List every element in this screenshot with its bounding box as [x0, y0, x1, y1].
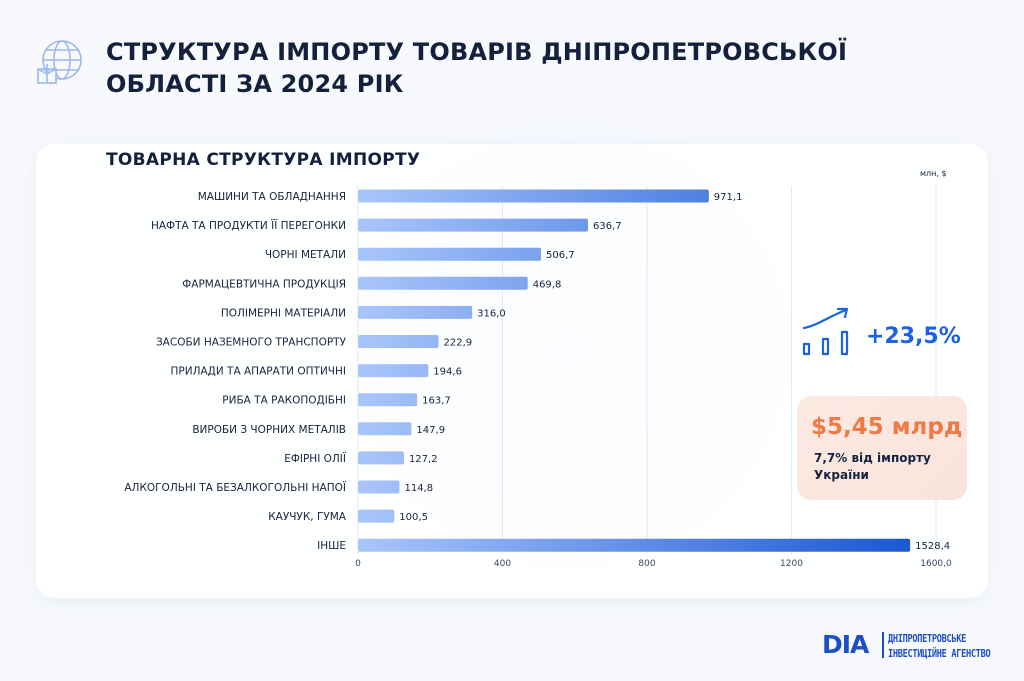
- chart-title: ТОВАРНА СТРУКТУРА ІМПОРТУ: [106, 150, 421, 170]
- growth-value: +23,5%: [866, 324, 961, 349]
- x-tick-label: 1200: [780, 559, 803, 569]
- value-label: 147,9: [416, 425, 445, 436]
- value-label: 971,1: [714, 192, 743, 203]
- bar: [358, 247, 542, 261]
- value-label: 469,8: [533, 279, 562, 290]
- value-label: 114,8: [404, 483, 433, 494]
- total-import-note: 7,7% від імпорту України: [814, 451, 931, 482]
- bar: [358, 218, 589, 232]
- logo-line-2: ІНВЕСТИЦІЙНЕ АГЕНСТВО: [888, 648, 991, 661]
- bars: [358, 189, 911, 552]
- unit-label: млн, $: [920, 169, 947, 178]
- bar: [358, 364, 429, 378]
- x-tick-label: 0: [355, 559, 361, 569]
- bar: [358, 538, 911, 552]
- globe-box-icon: [37, 40, 82, 84]
- logo-mark: DIA: [822, 630, 869, 659]
- category-label: МАШИНИ ТА ОБЛАДНАННЯ: [198, 191, 346, 203]
- page-title-line-1: СТРУКТУРА ІМПОРТУ ТОВАРІВ ДНІПРОПЕТРОВСЬ…: [106, 38, 848, 66]
- category-label: КАУЧУК, ГУМА: [268, 511, 347, 523]
- bar: [358, 480, 400, 494]
- labels: 0 400 800 1200 1600,0 МАШИНИ ТА ОБЛАДНАННЯ 971…: [124, 191, 952, 569]
- value-label: 127,2: [409, 454, 438, 465]
- logo-divider: [882, 632, 884, 658]
- category-label: ЧОРНІ МЕТАЛИ: [265, 249, 346, 261]
- category-label: ЕФІРНІ ОЛІЇ: [284, 452, 347, 465]
- page-title: СТРУКТУРА ІМПОРТУ ТОВАРІВ ДНІПРОПЕТРОВСЬ…: [106, 36, 866, 100]
- bar: [358, 305, 473, 319]
- agency-logo: DIA ДНІПРОПЕТРОВСЬКЕ ІНВЕСТИЦІЙНЕ АГЕНСТ…: [822, 628, 1002, 662]
- logo-text: ДНІПРОПЕТРОВСЬКЕ ІНВЕСТИЦІЙНЕ АГЕНСТВО: [888, 632, 1008, 662]
- value-label: 1528,4: [915, 541, 950, 552]
- category-label: ПРИЛАДИ ТА АПАРАТИ ОПТИЧНІ: [171, 366, 347, 378]
- bar: [358, 393, 418, 407]
- value-label: 100,5: [399, 512, 428, 523]
- bar: [358, 509, 395, 523]
- bar: [358, 422, 412, 436]
- x-tick-label: 400: [494, 559, 511, 569]
- bar: [358, 276, 528, 290]
- category-label: ЗАСОБИ НАЗЕМНОГО ТРАНСПОРТУ: [156, 337, 347, 349]
- category-label: ФАРМАЦЕВТИЧНА ПРОДУКЦІЯ: [182, 278, 346, 290]
- category-label: РИБА ТА РАКОПОДІБНІ: [222, 395, 346, 407]
- value-label: 636,7: [593, 221, 622, 232]
- category-label: ПОЛІМЕРНІ МАТЕРІАЛИ: [221, 307, 346, 319]
- x-tick-label: 1600,0: [920, 559, 952, 569]
- value-label: 222,9: [444, 338, 473, 349]
- value-label: 194,6: [433, 367, 462, 378]
- total-import-box: [797, 396, 967, 500]
- bar: [358, 335, 439, 348]
- category-label: НАФТА ТА ПРОДУКТИ ЇЇ ПЕРЕГОНКИ: [151, 219, 346, 232]
- x-tick-label: 800: [638, 559, 655, 569]
- category-label: ІНШЕ: [317, 540, 346, 552]
- category-label: АЛКОГОЛЬНІ ТА БЕЗАЛКОГОЛЬНІ НАПОЇ: [124, 481, 347, 494]
- logo-line-1: ДНІПРОПЕТРОВСЬКЕ: [888, 633, 966, 646]
- value-label: 506,7: [546, 250, 575, 261]
- value-label: 163,7: [422, 396, 451, 407]
- bar: [358, 451, 404, 465]
- category-label: ВИРОБИ З ЧОРНИХ МЕТАЛІВ: [192, 424, 346, 436]
- chart-growth-icon: [802, 307, 849, 356]
- total-import-value: $5,45 млрд: [811, 414, 963, 440]
- bar: [358, 189, 709, 203]
- value-label: 316,0: [477, 308, 506, 319]
- page-title-line-2: ОБЛАСТІ ЗА 2024 РІК: [106, 70, 404, 98]
